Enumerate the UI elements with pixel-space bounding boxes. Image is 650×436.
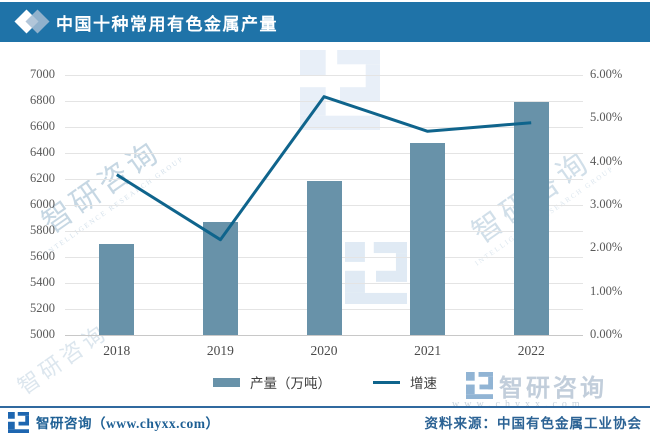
footer-brand-text: 智研咨询（www.chyxx.com）: [36, 416, 220, 431]
right-axis-label: 0.00%: [590, 327, 623, 341]
left-axis-label: 5600: [30, 249, 55, 263]
legend-bar-label: 产量（万吨）: [250, 376, 331, 391]
x-axis-label: 2018: [103, 343, 131, 358]
left-axis-label: 5000: [30, 327, 55, 341]
left-axis-label: 6600: [30, 119, 55, 133]
footer-source: 资料来源：中国有色金属工业协会: [424, 416, 642, 431]
left-axis-label: 6000: [30, 197, 55, 211]
diamond-icon: [14, 7, 56, 37]
left-axis-label: 7000: [30, 67, 55, 81]
left-axis-label: 6200: [30, 171, 55, 185]
x-axis-label: 2021: [414, 343, 442, 358]
gridline: [65, 101, 583, 102]
right-axis-label: 3.00%: [590, 197, 623, 211]
x-axis-label: 2022: [517, 343, 545, 358]
gridline: [65, 127, 583, 128]
growth-line: [116, 95, 532, 242]
right-axis-label: 1.00%: [590, 283, 623, 298]
plot-area: 2018 2019 2020 2021 2022: [65, 75, 583, 358]
left-axis-label: 6800: [30, 93, 55, 107]
left-axis-label: 5800: [30, 223, 55, 237]
right-axis-label: 6.00%: [590, 67, 623, 81]
footer: 智研咨询（www.chyxx.com） 资料来源：中国有色金属工业协会: [0, 406, 650, 436]
left-axis-label: 6400: [30, 145, 55, 159]
legend-line-swatch: [373, 380, 400, 384]
gridline: [65, 75, 583, 76]
right-axis-label: 4.00%: [590, 153, 623, 168]
bar-2020: [306, 180, 342, 335]
bar-2018: [99, 243, 135, 335]
gridline: [65, 335, 583, 336]
x-axis-label: 2019: [206, 343, 234, 358]
bar-2021: [410, 143, 446, 335]
x-axis-label: 2020: [310, 343, 338, 358]
legend-line-label: 增速: [410, 376, 437, 391]
chart-title: 中国十种常用有色金属产量: [56, 14, 278, 34]
right-axis-label: 5.00%: [590, 110, 623, 125]
gridline: [65, 179, 583, 180]
legend-bar-swatch: [213, 377, 240, 387]
left-axis-ticks: 7000 6800 6600 6400 6200 6000 5800 5600 5400 5200…: [0, 67, 57, 341]
chart-region: 智研咨询 INTELLIGENCE RESEARCH GROUP 智研咨询 IN…: [0, 42, 650, 410]
bar-2022: [513, 101, 549, 335]
left-axis-label: 5200: [30, 301, 55, 315]
footer-brand: 智研咨询（www.chyxx.com）: [8, 411, 220, 433]
right-axis-label: 2.00%: [590, 240, 623, 255]
chyxx-logo-icon: [8, 411, 29, 433]
left-axis-label: 5400: [30, 275, 55, 289]
right-axis-ticks: 6.00% 5.00% 4.00% 3.00% 2.00% 1.00% 0.00%: [588, 67, 648, 341]
header-bar: 中国十种常用有色金属产量: [0, 2, 650, 42]
gridline: [65, 153, 583, 154]
legend: 产量（万吨） 增速: [0, 372, 650, 392]
